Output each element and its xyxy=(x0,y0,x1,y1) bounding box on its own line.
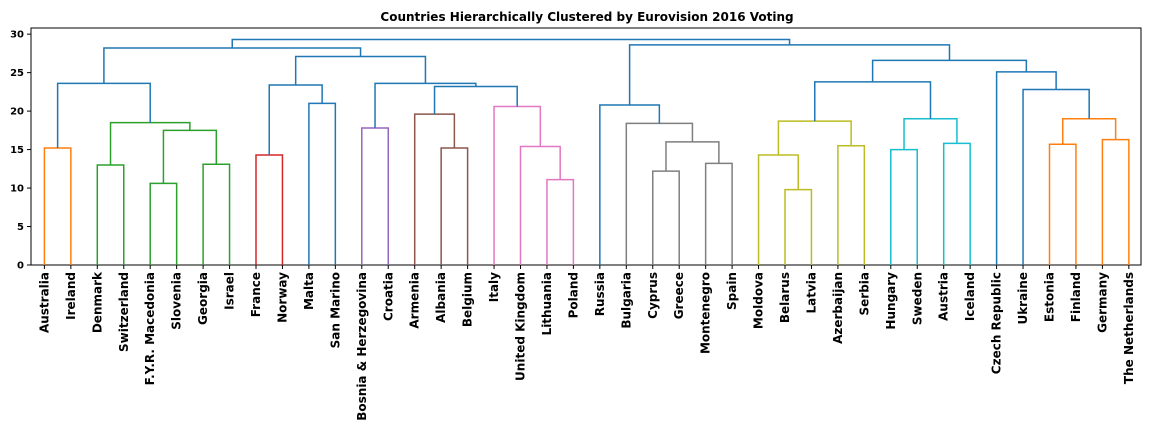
x-tick-label: Armenia xyxy=(408,272,422,329)
x-tick-label: Germany xyxy=(1095,272,1109,333)
x-tick-label: Cyprus xyxy=(646,272,660,319)
dendrogram-link xyxy=(413,113,456,265)
x-tick-label: Malta xyxy=(302,272,316,310)
x-tick-label: Australia xyxy=(37,272,51,333)
x-tick-label: Croatia xyxy=(381,272,395,321)
x-tick-label: Bosnia & Herzegovina xyxy=(355,272,369,421)
x-tick-label: Russia xyxy=(593,272,607,316)
dendrogram-link xyxy=(625,122,694,265)
dendrogram-link xyxy=(294,55,427,85)
x-tick-label: Finland xyxy=(1069,272,1083,322)
x-tick-label: Israel xyxy=(223,272,237,310)
dendrogram-link xyxy=(1022,88,1090,265)
y-tick-label: 5 xyxy=(17,222,24,233)
x-tick-label: Belgium xyxy=(461,272,475,327)
chart-title: Countries Hierarchically Clustered by Eu… xyxy=(380,10,793,24)
x-tick-label: Poland xyxy=(566,272,580,318)
dendrogram-link xyxy=(1061,118,1117,145)
dendrogram-link xyxy=(903,118,958,150)
dendrogram-link xyxy=(1101,138,1130,265)
dendrogram-link xyxy=(871,59,1028,82)
dendrogram-links xyxy=(43,38,1130,265)
dendrogram-link xyxy=(890,148,918,265)
dendrogram-link xyxy=(202,163,231,265)
dendrogram-link xyxy=(628,44,951,105)
dendrogram-link xyxy=(308,102,337,265)
dendrogram-link xyxy=(231,38,791,49)
x-tick-label: Montenegro xyxy=(699,272,713,354)
x-tick-label: Estonia xyxy=(1043,272,1057,322)
dendrogram-link xyxy=(374,82,477,129)
x-tick-label: Serbia xyxy=(857,272,871,316)
x-tick-label: Moldova xyxy=(752,272,766,329)
dendrogram-link xyxy=(361,127,389,265)
dendrogram-link xyxy=(995,71,1057,265)
dendrogram-link xyxy=(268,84,323,155)
dendrogram-link xyxy=(546,178,575,265)
dendrogram-link xyxy=(255,154,284,265)
dendrogram-link xyxy=(433,85,518,115)
x-tick-label: Austria xyxy=(937,272,951,321)
dendrogram-link xyxy=(103,47,362,84)
x-tick-label: Bulgaria xyxy=(619,272,633,329)
dendrogram-link xyxy=(493,105,542,265)
x-tick-label: Greece xyxy=(672,272,686,319)
x-tick-label: Denmark xyxy=(90,271,104,333)
dendrogram-link xyxy=(814,81,932,122)
x-tick-label: Czech Republic xyxy=(990,272,1004,374)
dendrogram-link xyxy=(599,104,661,265)
dendrogram-link xyxy=(784,188,813,265)
dendrogram-link xyxy=(652,170,680,265)
y-axis: 0 5 10 15 20 25 30 xyxy=(10,30,31,272)
y-tick-label: 20 xyxy=(10,107,24,118)
dendrogram-link xyxy=(162,129,218,184)
dendrogram-link xyxy=(757,154,799,265)
x-tick-label: Albania xyxy=(434,272,448,323)
dendrogram-link xyxy=(1048,143,1077,265)
dendrogram-link xyxy=(149,182,178,265)
x-tick-label: Slovenia xyxy=(170,272,184,330)
dendrogram-link xyxy=(837,144,866,265)
x-tick-label: Italy xyxy=(487,272,501,302)
x-tick-label: Azerbaijan xyxy=(831,272,845,344)
y-tick-label: 30 xyxy=(10,30,24,41)
x-tick-label: Iceland xyxy=(963,272,977,321)
dendrogram-link xyxy=(96,164,125,265)
x-tick-label: Ukraine xyxy=(1016,272,1030,325)
dendrogram-link xyxy=(704,162,733,265)
plot-area xyxy=(30,27,1142,266)
x-tick-label: Hungary xyxy=(884,272,898,330)
y-tick-label: 15 xyxy=(10,145,24,156)
dendrogram-link xyxy=(942,142,971,265)
x-axis: Australia Ireland Denmark Switzerland F.Y.R.… xyxy=(37,265,1136,421)
x-tick-label: F.Y.R. Macedonia xyxy=(143,272,157,385)
dendrogram-link xyxy=(56,82,151,149)
dendrogram-link xyxy=(109,121,191,165)
x-tick-label: Ireland xyxy=(64,272,78,320)
dendrogram-link xyxy=(43,147,72,265)
x-tick-label: Lithuania xyxy=(540,272,554,335)
y-tick-label: 25 xyxy=(10,68,24,79)
x-tick-label: Spain xyxy=(725,272,739,310)
x-tick-label: The Netherlands xyxy=(1122,272,1136,384)
x-tick-label: Belarus xyxy=(778,272,792,323)
x-tick-label: Sweden xyxy=(910,272,924,325)
x-tick-label: Switzerland xyxy=(117,272,131,352)
x-tick-label: United Kingdom xyxy=(514,272,528,381)
dendrogram-link xyxy=(777,120,852,155)
y-tick-label: 10 xyxy=(10,184,24,195)
dendrogram-link xyxy=(519,145,561,265)
x-tick-label: Georgia xyxy=(196,272,210,325)
x-tick-label: Norway xyxy=(275,272,289,323)
x-tick-label: San Marino xyxy=(328,272,342,348)
x-tick-label: Latvia xyxy=(804,272,818,314)
dendrogram-link xyxy=(665,141,720,172)
x-tick-label: France xyxy=(249,272,263,317)
dendrogram-link xyxy=(440,147,469,265)
y-tick-label: 0 xyxy=(17,261,24,272)
